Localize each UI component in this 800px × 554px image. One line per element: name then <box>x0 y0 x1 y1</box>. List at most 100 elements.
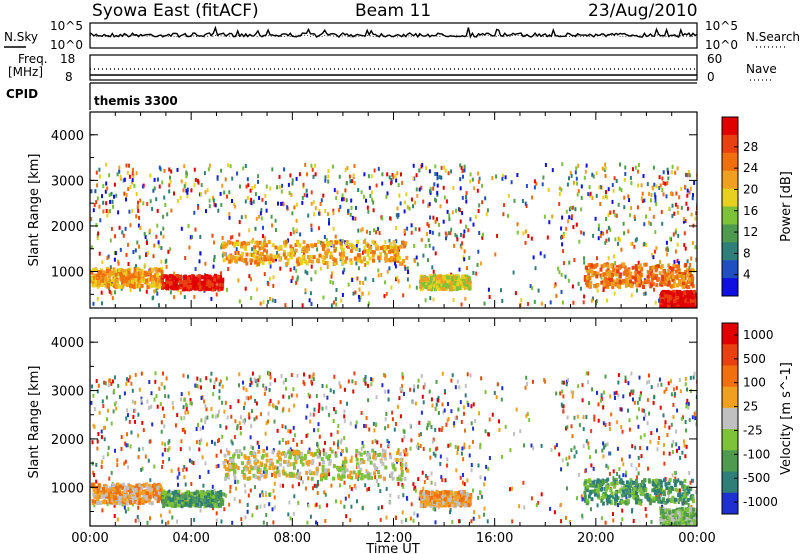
power-band-cell <box>160 270 164 274</box>
noise-left-bottom: 10^0 <box>50 38 83 52</box>
power-band-cell <box>660 282 664 287</box>
velocity-echo <box>251 513 254 518</box>
title-center: Beam 11 <box>355 1 431 21</box>
velocity-echo <box>447 443 450 448</box>
power-echo <box>630 293 633 298</box>
velocity-echo <box>434 407 437 411</box>
velocity-echo <box>204 404 207 409</box>
velocity-echo <box>190 401 193 406</box>
power-echo <box>165 258 168 263</box>
velocity-echo <box>107 383 110 388</box>
velocity-echo <box>360 411 363 415</box>
power-echo <box>546 235 549 240</box>
velocity-echo <box>628 454 631 459</box>
velocity-echo <box>296 373 299 378</box>
velocity-echo <box>523 443 525 448</box>
velocity-echo <box>412 482 415 487</box>
velocity-echo <box>388 441 390 445</box>
power-band-cell <box>379 246 383 251</box>
power-band-cell <box>117 284 120 289</box>
velocity-echo <box>183 465 186 469</box>
power-band-cell <box>162 283 166 288</box>
power-echo <box>635 237 638 242</box>
power-band-cell <box>306 243 310 248</box>
velocity-echo <box>236 479 239 484</box>
velocity-echo <box>146 520 149 525</box>
power-echo <box>173 191 175 196</box>
power-echo <box>229 164 232 169</box>
velocity-echo <box>493 391 496 395</box>
velocity-echo <box>343 436 346 441</box>
velocity-echo <box>245 395 248 400</box>
power-band-cell <box>616 284 620 288</box>
velocity-echo <box>164 442 166 447</box>
velocity-echo <box>460 420 463 424</box>
power-band-cell <box>664 282 668 286</box>
power-band-cell <box>585 281 588 286</box>
power-band-cell <box>349 258 353 263</box>
power-echo <box>267 282 270 287</box>
velocity-echo <box>147 458 150 463</box>
power-band-cell <box>667 280 671 285</box>
velocity-echo <box>316 482 319 487</box>
power-echo <box>548 220 551 225</box>
velocity-echo <box>436 446 439 451</box>
velocity-echo <box>93 407 96 412</box>
power-echo <box>680 186 683 191</box>
velocity-echo <box>340 440 342 445</box>
power-echo <box>365 198 367 203</box>
power-band-cell <box>150 267 154 272</box>
power-echo <box>180 226 183 231</box>
velocity-echo <box>240 415 242 420</box>
velocity-echo <box>414 488 417 493</box>
power-echo <box>226 287 228 292</box>
velocity-echo <box>238 421 241 426</box>
power-echo <box>655 246 658 251</box>
velocity-echo <box>200 418 203 423</box>
power-band-cell <box>206 281 210 286</box>
velocity-echo <box>428 420 431 425</box>
power-echo <box>415 255 418 260</box>
velocity-echo <box>125 416 128 421</box>
power-echo <box>653 182 656 187</box>
power-echo <box>397 213 400 217</box>
velocity-echo <box>616 420 619 425</box>
velocity-band-cell <box>149 488 152 493</box>
power-band-cell <box>358 255 362 260</box>
power-echo <box>304 269 307 274</box>
power-echo <box>448 213 451 218</box>
power-band-cell <box>590 263 594 268</box>
power-band-cell <box>691 276 695 281</box>
power-band-cell <box>133 267 137 272</box>
velocity-echo <box>298 482 300 487</box>
power-echo <box>432 215 435 220</box>
power-echo <box>575 166 578 171</box>
velocity-echo <box>367 398 370 403</box>
velocity-echo <box>352 389 355 394</box>
velocity-echo <box>288 408 291 413</box>
power-band-cell <box>694 301 697 306</box>
velocity-echo <box>305 434 308 438</box>
power-echo <box>584 169 587 174</box>
power-echo <box>106 256 109 260</box>
power-echo <box>312 174 315 179</box>
velocity-echo <box>326 395 329 400</box>
power-band-cell <box>614 281 618 286</box>
power-band-cell <box>183 279 187 284</box>
velocity-echo <box>562 394 565 399</box>
power-echo <box>208 204 211 209</box>
power-echo <box>381 181 384 186</box>
power-band-cell <box>399 244 403 249</box>
power-echo <box>117 261 120 266</box>
velocity-echo <box>410 502 413 507</box>
power-band-cell <box>628 275 632 279</box>
power-band-cell <box>655 283 659 288</box>
power-band-cell <box>396 253 400 258</box>
power-band-cell <box>379 256 383 261</box>
velocity-echo <box>303 381 306 386</box>
velocity-echo <box>318 405 321 410</box>
power-echo <box>661 176 664 181</box>
power-echo <box>613 254 615 259</box>
velocity-echo <box>290 373 293 377</box>
velocity-echo <box>632 389 635 394</box>
